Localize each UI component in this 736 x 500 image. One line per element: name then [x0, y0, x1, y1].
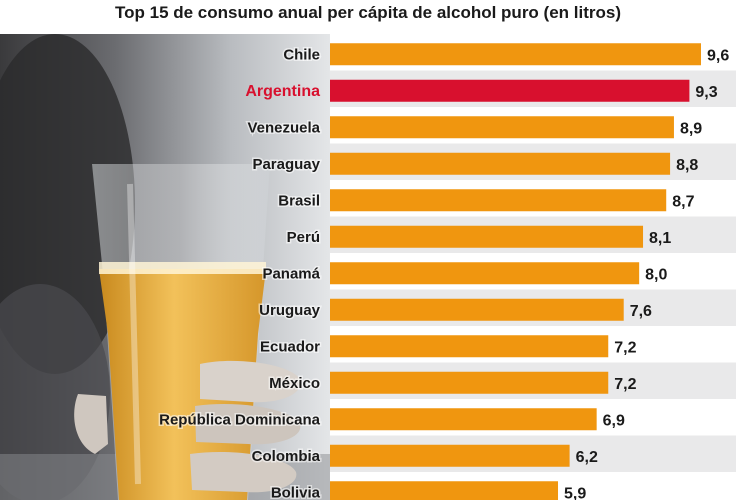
category-label-3: Paraguay [252, 156, 320, 173]
category-label-5: Perú [287, 229, 320, 246]
category-label-4: Brasil [278, 192, 320, 209]
value-label-6: 8,0 [645, 266, 667, 283]
category-label-2: Venezuela [247, 119, 320, 136]
bar-1 [330, 79, 690, 102]
bar-2 [330, 116, 674, 139]
bar-7 [330, 298, 624, 321]
category-label-0: Chile [283, 46, 320, 63]
category-label-12: Bolivia [271, 484, 321, 500]
bar-8 [330, 335, 609, 358]
category-label-6: Panamá [262, 265, 320, 282]
value-label-8: 7,2 [614, 339, 636, 356]
value-label-3: 8,8 [676, 157, 698, 174]
value-label-4: 8,7 [672, 193, 694, 210]
bar-4 [330, 189, 667, 212]
bar-6 [330, 262, 640, 285]
category-label-8: Ecuador [260, 338, 320, 355]
category-label-10: República Dominicana [159, 411, 321, 428]
value-label-11: 6,2 [576, 449, 598, 466]
beer-glass-illustration [0, 34, 330, 500]
value-label-0: 9,6 [707, 47, 729, 64]
bar-0 [330, 43, 701, 66]
value-label-5: 8,1 [649, 230, 671, 247]
bar-chart: Chile 9,6 Argentina 9,3 Venezuela 8,9 Paraguay… [158, 43, 736, 500]
bar-5 [330, 225, 644, 248]
chart-title: Top 15 de consumo anual per cápita de al… [115, 3, 621, 22]
bar-10 [330, 408, 597, 431]
value-label-7: 7,6 [630, 303, 652, 320]
category-label-11: Colombia [252, 448, 321, 465]
value-label-12: 5,9 [564, 485, 586, 500]
bar-9 [330, 371, 609, 394]
value-label-2: 8,9 [680, 120, 702, 137]
category-label-7: Uruguay [259, 302, 321, 319]
value-label-1: 9,3 [695, 84, 717, 101]
bar-3 [330, 152, 671, 175]
category-label-9: México [269, 375, 320, 392]
category-label-1: Argentina [245, 83, 320, 100]
value-label-9: 7,2 [614, 376, 636, 393]
bar-11 [330, 444, 570, 467]
beer-glass-photo [0, 34, 330, 500]
bar-12 [330, 481, 559, 500]
value-label-10: 6,9 [603, 412, 625, 429]
